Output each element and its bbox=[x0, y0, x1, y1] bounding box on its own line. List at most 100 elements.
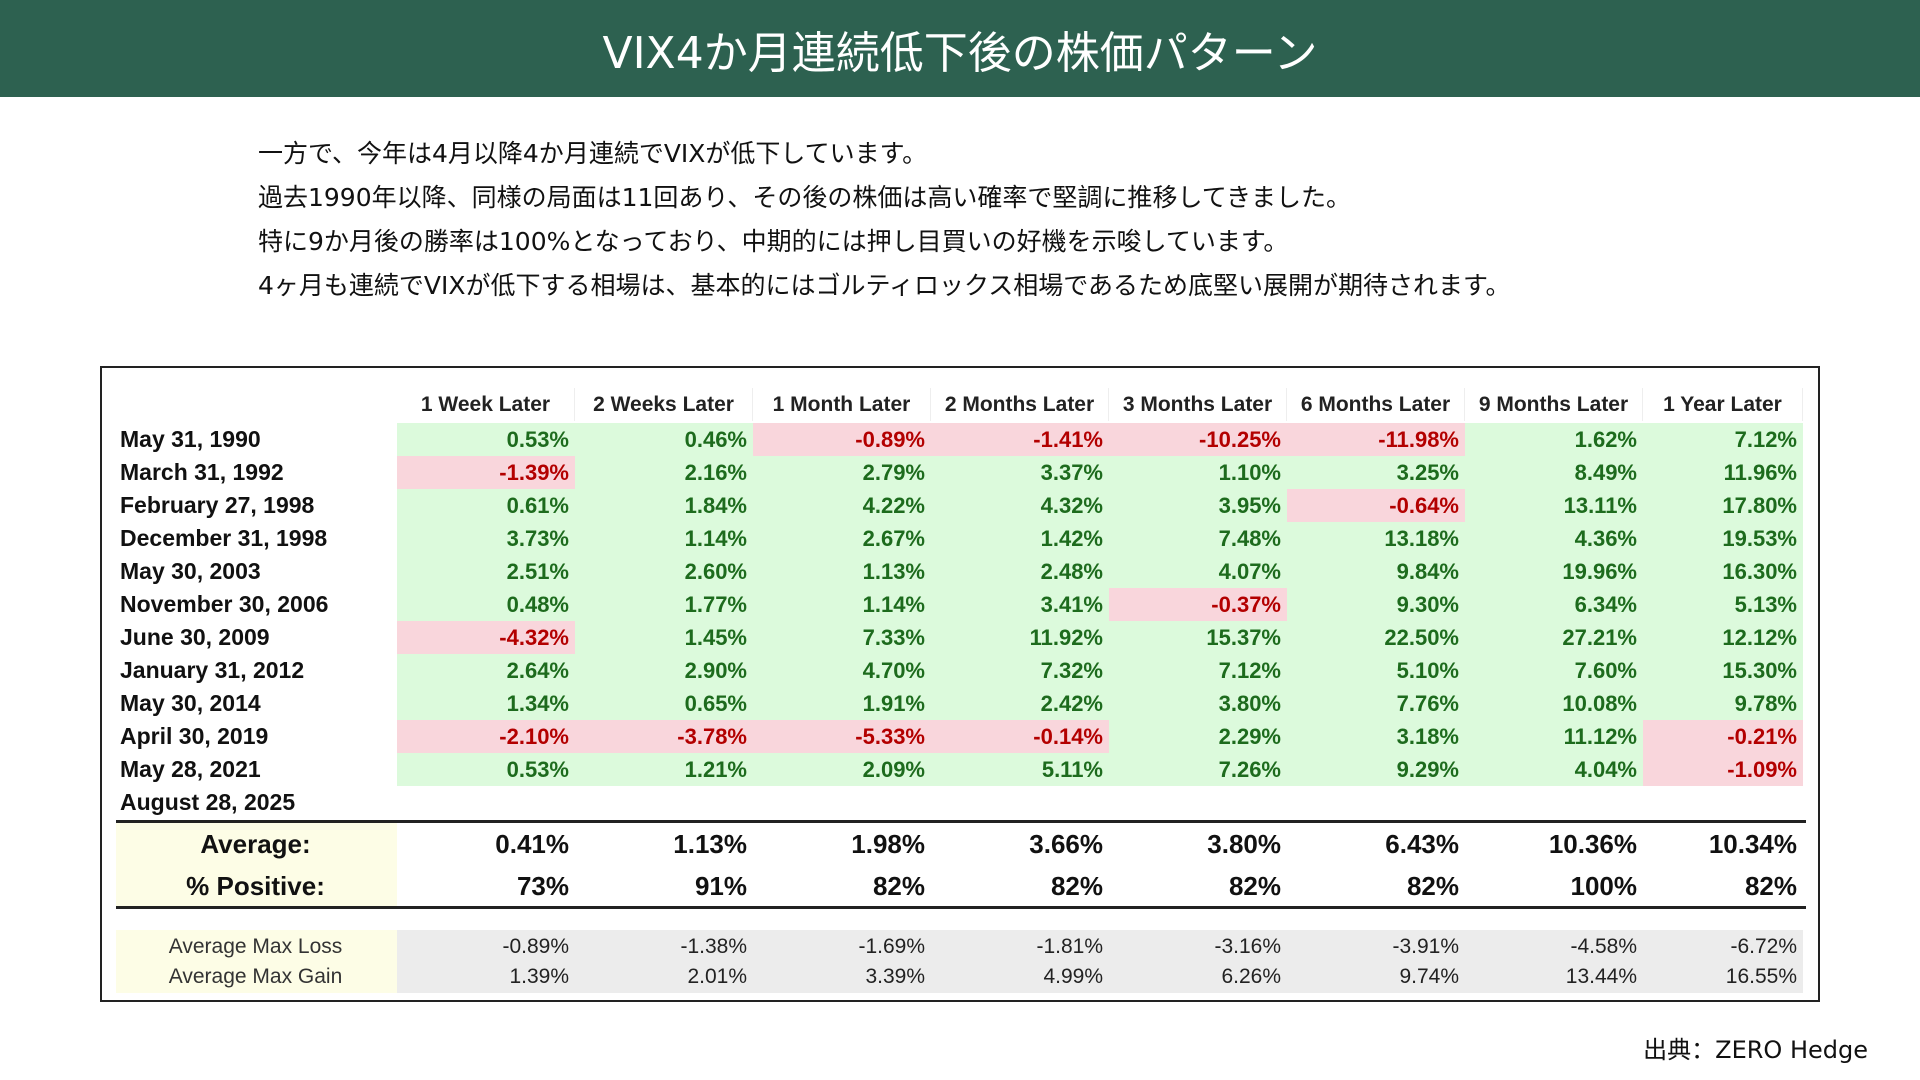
return-cell: -4.32% bbox=[397, 621, 575, 654]
row-date: April 30, 2019 bbox=[120, 723, 269, 749]
column-header: 3 Months Later bbox=[1109, 388, 1287, 421]
return-cell: 0.65% bbox=[575, 687, 753, 720]
summary-value: 82% bbox=[1050, 871, 1103, 901]
return-cell: 2.51% bbox=[397, 555, 575, 588]
return-cell: 9.84% bbox=[1287, 555, 1465, 588]
return-cell: 1.91% bbox=[753, 687, 931, 720]
summary-value: 73% bbox=[516, 871, 569, 901]
table-row: December 31, 1998 3.73% 1.14% 2.67% 1.42% 7.4… bbox=[116, 522, 1803, 555]
max-row: Average Max Gain 1.39% 2.01% 3.39% 4.99% 6.26… bbox=[116, 960, 1803, 993]
intro-line: 4ヶ月も連続でVIXが低下する相場は、基本的にはゴルティロックス相場であるため底… bbox=[258, 271, 1511, 300]
return-cell: 1.34% bbox=[397, 687, 575, 720]
column-header: 2 Weeks Later bbox=[575, 388, 753, 421]
return-cell: 2.64% bbox=[397, 654, 575, 687]
return-cell: 2.09% bbox=[753, 753, 931, 786]
summary-value: 100% bbox=[1570, 871, 1638, 901]
return-cell: 1.21% bbox=[575, 753, 753, 786]
max-value: -3.91% bbox=[1287, 930, 1465, 963]
max-row: Average Max Loss -0.89% -1.38% -1.69% -1.81%… bbox=[116, 930, 1803, 963]
return-cell: 11.92% bbox=[931, 621, 1109, 654]
row-date: May 30, 2003 bbox=[120, 558, 261, 584]
return-cell: -0.64% bbox=[1287, 489, 1465, 522]
summary-value: 10.34% bbox=[1708, 829, 1797, 859]
table-row: January 31, 2012 2.64% 2.90% 4.70% 7.32% 7.12… bbox=[116, 654, 1803, 687]
return-cell: 0.53% bbox=[397, 423, 575, 456]
return-cell: 7.12% bbox=[1109, 654, 1287, 687]
summary-value: 3.66% bbox=[1029, 829, 1103, 859]
return-cell: -0.21% bbox=[1643, 720, 1803, 753]
row-date: June 30, 2009 bbox=[120, 624, 270, 650]
return-cell: 1.14% bbox=[753, 588, 931, 621]
column-header: 1 Month Later bbox=[753, 388, 931, 421]
return-cell: 1.14% bbox=[575, 522, 753, 555]
return-cell: 1.45% bbox=[575, 621, 753, 654]
summary-value: 82% bbox=[1228, 871, 1281, 901]
return-cell: 1.77% bbox=[575, 588, 753, 621]
max-value: -0.89% bbox=[397, 930, 575, 963]
return-cell: 15.30% bbox=[1643, 654, 1803, 687]
return-cell: 3.37% bbox=[931, 456, 1109, 489]
return-cell: 2.79% bbox=[753, 456, 931, 489]
max-value: -4.58% bbox=[1465, 930, 1643, 963]
return-cell: 4.04% bbox=[1465, 753, 1643, 786]
return-cell: 1.42% bbox=[931, 522, 1109, 555]
return-cell: 5.13% bbox=[1643, 588, 1803, 621]
column-header: 2 Months Later bbox=[931, 388, 1109, 421]
summary-value: 91% bbox=[694, 871, 747, 901]
return-cell: 16.30% bbox=[1643, 555, 1803, 588]
intro-line: 過去1990年以降、同様の局面は11回あり、その後の株価は高い確率で堅調に推移し… bbox=[258, 183, 1351, 212]
row-date: August 28, 2025 bbox=[120, 789, 296, 815]
return-cell: 7.48% bbox=[1109, 522, 1287, 555]
return-cell: 27.21% bbox=[1465, 621, 1643, 654]
return-cell: -0.14% bbox=[931, 720, 1109, 753]
return-cell: 1.62% bbox=[1465, 423, 1643, 456]
return-cell: -0.37% bbox=[1109, 588, 1287, 621]
summary-value: 3.80% bbox=[1207, 829, 1281, 859]
max-label: Average Max Loss bbox=[116, 930, 397, 963]
table-header-row: 1 Week Later 2 Weeks Later 1 Month Later 2 … bbox=[116, 388, 1803, 421]
row-date: May 31, 1990 bbox=[120, 426, 261, 452]
return-cell: 2.90% bbox=[575, 654, 753, 687]
return-cell: 11.96% bbox=[1643, 456, 1803, 489]
max-value: -1.38% bbox=[575, 930, 753, 963]
return-cell: 0.46% bbox=[575, 423, 753, 456]
column-header: 6 Months Later bbox=[1287, 388, 1465, 421]
summary-value: 6.43% bbox=[1385, 829, 1459, 859]
return-cell: 2.29% bbox=[1109, 720, 1287, 753]
max-value: 6.26% bbox=[1109, 960, 1287, 993]
row-date: March 31, 1992 bbox=[120, 459, 284, 485]
max-value: -1.69% bbox=[753, 930, 931, 963]
summary-row: % Positive: 73% 91% 82% 82% 82% 82% 100% 82% bbox=[116, 865, 1803, 907]
return-cell: -10.25% bbox=[1109, 423, 1287, 456]
return-cell: 0.48% bbox=[397, 588, 575, 621]
return-cell: -1.39% bbox=[397, 456, 575, 489]
summary-value: 10.36% bbox=[1548, 829, 1637, 859]
max-value: 4.99% bbox=[931, 960, 1109, 993]
return-cell: 3.18% bbox=[1287, 720, 1465, 753]
table-row: August 28, 2025 bbox=[116, 786, 397, 819]
return-cell: -1.41% bbox=[931, 423, 1109, 456]
return-cell: 7.60% bbox=[1465, 654, 1643, 687]
summary-value: 82% bbox=[872, 871, 925, 901]
row-date: December 31, 1998 bbox=[120, 525, 328, 551]
return-cell: 3.80% bbox=[1109, 687, 1287, 720]
return-cell: 2.16% bbox=[575, 456, 753, 489]
max-value: 2.01% bbox=[575, 960, 753, 993]
table-row: February 27, 1998 0.61% 1.84% 4.22% 4.32% 3.9… bbox=[116, 489, 1803, 522]
divider bbox=[116, 820, 1806, 823]
table-row: June 30, 2009 -4.32% 1.45% 7.33% 11.92% 15.37… bbox=[116, 621, 1803, 654]
return-cell: -2.10% bbox=[397, 720, 575, 753]
intro-line: 一方で、今年は4月以降4か月連続でVIXが低下しています。 bbox=[258, 139, 928, 168]
return-cell: 5.10% bbox=[1287, 654, 1465, 687]
column-header: 1 Year Later bbox=[1643, 388, 1803, 421]
return-cell: 7.26% bbox=[1109, 753, 1287, 786]
return-cell: 2.48% bbox=[931, 555, 1109, 588]
vix-table-image: 1 Week Later 2 Weeks Later 1 Month Later 2 … bbox=[100, 366, 1820, 1002]
max-value: -6.72% bbox=[1643, 930, 1803, 963]
summary-value: 1.98% bbox=[851, 829, 925, 859]
table-row: April 30, 2019 -2.10% -3.78% -5.33% -0.14% 2.… bbox=[116, 720, 1803, 753]
return-cell: 3.95% bbox=[1109, 489, 1287, 522]
return-cell: 2.42% bbox=[931, 687, 1109, 720]
table-row: November 30, 2006 0.48% 1.77% 1.14% 3.41% -0.… bbox=[116, 588, 1803, 621]
return-cell: 19.53% bbox=[1643, 522, 1803, 555]
